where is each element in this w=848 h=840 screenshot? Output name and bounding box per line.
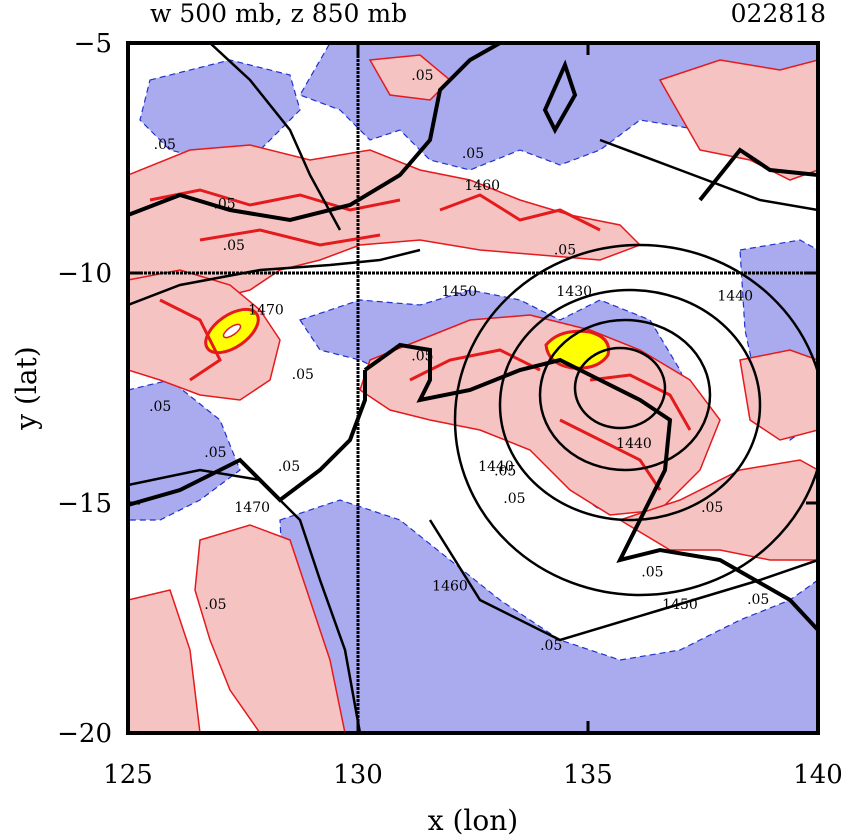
chart-title-right: 022818 bbox=[731, 0, 826, 28]
strong-ascent-cells bbox=[204, 307, 611, 370]
omega-contour-label: .05 bbox=[411, 68, 433, 84]
height-line-east bbox=[599, 138, 818, 212]
coastline bbox=[128, 43, 818, 632]
y-tick-label: −20 bbox=[57, 719, 112, 749]
height-contour-label: 1440 bbox=[478, 459, 514, 475]
red-contour-g bbox=[159, 298, 222, 382]
height-line-north bbox=[209, 43, 342, 231]
omega-contour-label: .05 bbox=[213, 197, 235, 213]
height-ring-3 bbox=[498, 288, 762, 522]
height-line-south bbox=[428, 519, 818, 642]
plot-area: 1430 1440 1450 1450 1460 1470 1470 1440 1440 1460… bbox=[128, 43, 818, 733]
axis-ticks: 125 130 135 140 −5 −10 −15 −20 bbox=[57, 29, 843, 790]
height-contour-labels: 1430 1440 1450 1450 1460 1470 1470 1440 1440 1460 bbox=[234, 178, 753, 613]
coastline-arnhem bbox=[542, 59, 578, 135]
omega-contour-label: .05 bbox=[204, 597, 226, 613]
ascent-band-south bbox=[194, 524, 346, 733]
height-contour-label: 1470 bbox=[234, 500, 270, 516]
height-contour-label: 1440 bbox=[717, 289, 753, 305]
coastline-northeast bbox=[698, 147, 818, 202]
omega-contour-label: .05 bbox=[494, 463, 516, 479]
height-ring-1 bbox=[573, 346, 667, 430]
omega-contour-label: .05 bbox=[540, 638, 562, 654]
plot-frame bbox=[126, 41, 820, 735]
x-axis-label: x (lon) bbox=[428, 804, 518, 837]
ascent-band-northeast bbox=[658, 59, 818, 181]
red-contour-c bbox=[439, 193, 601, 232]
x-tick-label: 130 bbox=[333, 760, 383, 790]
ascent-band-southwest bbox=[128, 589, 201, 733]
chart-title-left: w 500 mb, z 850 mb bbox=[150, 0, 407, 28]
omega-contour-label: .05 bbox=[204, 445, 226, 461]
omega-contour-label: .05 bbox=[503, 491, 525, 507]
coastline-west bbox=[128, 370, 367, 507]
x-tick-label: 135 bbox=[563, 760, 613, 790]
red-contour-f bbox=[559, 418, 662, 491]
omega-contour-label: .05 bbox=[462, 146, 484, 162]
omega-contour-label: .05 bbox=[149, 399, 171, 415]
red-omega-contours bbox=[149, 188, 692, 491]
height-line-west bbox=[128, 248, 421, 307]
x-tick-label: 140 bbox=[793, 760, 843, 790]
omega-contour-label: .05 bbox=[223, 238, 245, 254]
omega-contour-label: .05 bbox=[701, 500, 723, 516]
red-contour-e bbox=[589, 373, 692, 431]
height-contour-label: 1470 bbox=[248, 302, 284, 318]
omega-contour-label: .05 bbox=[411, 348, 433, 364]
height-contour-label: 1440 bbox=[616, 436, 652, 452]
y-tick-label: −5 bbox=[74, 29, 112, 59]
omega-contour-label: .05 bbox=[747, 592, 769, 608]
height-contour-label: 1430 bbox=[556, 284, 592, 300]
height-contour-label: 1450 bbox=[441, 284, 477, 300]
omega-contour-label: .05 bbox=[278, 459, 300, 475]
omega-contour-label: .05 bbox=[292, 367, 314, 383]
reference-lines bbox=[128, 43, 818, 733]
ascent-band-southeast bbox=[618, 459, 818, 561]
omega-contour-label: .05 bbox=[554, 243, 576, 259]
omega-contour-label: .05 bbox=[154, 137, 176, 153]
height-ring-4 bbox=[453, 243, 818, 597]
height-line-southwest bbox=[128, 468, 362, 733]
descent-region-northwest bbox=[139, 59, 301, 161]
red-contour-b bbox=[199, 228, 381, 247]
height-contour-label: 1460 bbox=[464, 178, 500, 194]
omega-contour-labels: .05 .05 .05 .05 .05 .05 .05 .05 .05 .05 .05 .05 .05.… bbox=[149, 68, 769, 654]
height-contour-label: 1460 bbox=[432, 578, 468, 594]
height-contours bbox=[128, 43, 818, 733]
x-tick-label: 125 bbox=[103, 760, 153, 790]
ascent-core-cyclone bbox=[359, 314, 721, 516]
height-ring-2 bbox=[538, 318, 712, 472]
strong-ascent-cell-west-core bbox=[222, 323, 242, 339]
y-tick-label: −15 bbox=[57, 489, 112, 519]
y-axis-label: y (lat) bbox=[10, 346, 43, 430]
height-contour-label: 1450 bbox=[662, 597, 698, 613]
coastline-carpentaria bbox=[363, 342, 818, 632]
y-tick-label: −10 bbox=[57, 259, 112, 289]
omega-contour-label: .05 bbox=[641, 565, 663, 581]
coastline-north bbox=[128, 43, 501, 223]
